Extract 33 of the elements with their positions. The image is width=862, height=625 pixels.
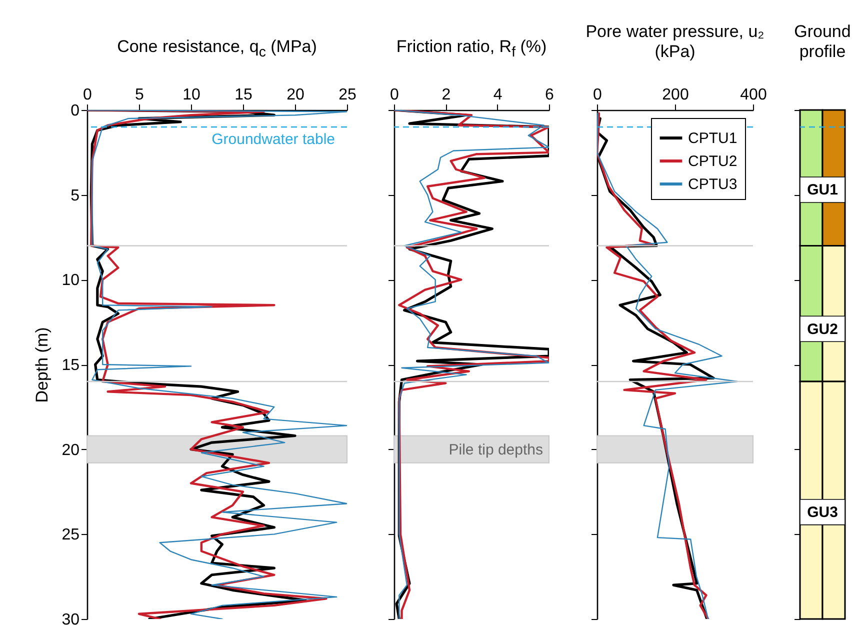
x-tick-label: 200 [662,86,689,104]
x-axis-title: Pore water pressure, u₂ (kPa) [585,22,765,62]
x-tick-label: 400 [740,86,767,104]
annotation: GU1 [807,182,838,199]
x-tick-label: 4 [493,86,502,104]
y-tick-label: 0 [70,102,80,120]
band-label: Pile tip depths [448,441,543,458]
annotation: GU3 [807,504,838,522]
y-tick-label: 5 [70,187,80,204]
x-tick-label: 5 [135,86,144,104]
x-tick-label: 0 [83,86,92,104]
ref-line-label: Groundwater table [212,130,335,148]
legend-label: CPTU3 [688,176,738,193]
x-tick-label: 25 [338,86,356,104]
x-tick-label: 0 [390,86,400,104]
x-axis-title: Cone resistance, q$_{c}$ (MPa) [116,36,318,62]
x-tick-label: 10 [182,86,200,104]
y-tick-label: 20 [62,442,80,459]
x-axis-title: Ground profile [793,22,852,62]
x-tick-label: 0 [593,86,602,104]
legend-label: CPTU1 [688,130,738,147]
x-tick-label: 2 [442,86,451,104]
y-tick-label: 10 [62,272,80,290]
x-axis-title: Friction ratio, R$_{f}$ (%) [396,36,547,60]
x-tick-label: 20 [286,86,304,104]
y-tick-label: 25 [62,526,80,544]
legend-label: CPTU2 [688,153,738,170]
annotation: GU2 [807,320,838,338]
y-tick-label: 15 [62,357,80,374]
y-axis-title: Depth (m) [32,327,52,403]
x-tick-label: 6 [545,86,554,104]
y-tick-label: 30 [62,612,80,625]
x-tick-label: 15 [234,86,252,104]
